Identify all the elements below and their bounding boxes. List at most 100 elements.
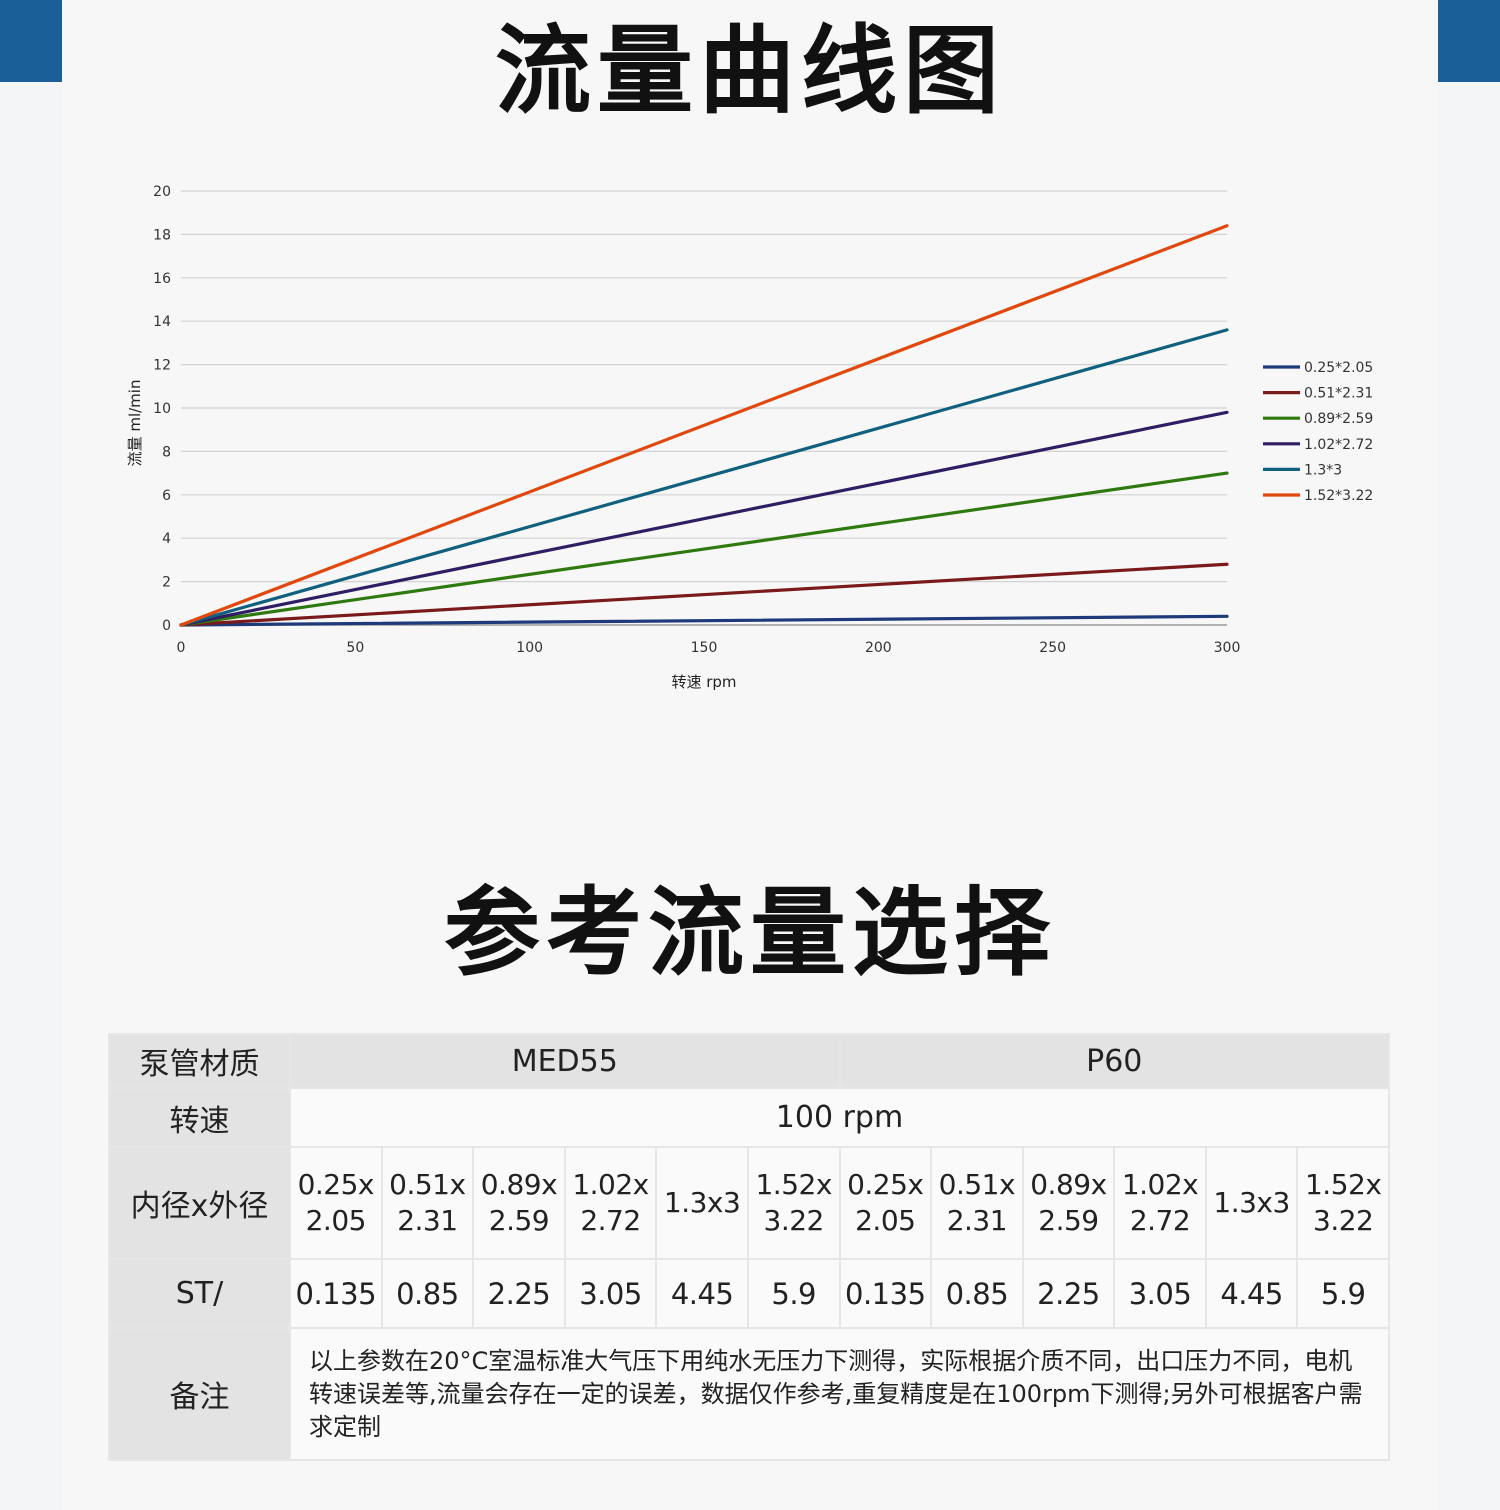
st-value-cell: 3.05: [1113, 1258, 1207, 1329]
series-line: [179, 328, 1229, 627]
dimension-outer: 2.31: [946, 1204, 1008, 1237]
series-line: [179, 562, 1229, 627]
dimension-inner: 1.52x: [1304, 1168, 1382, 1201]
left-margin: [0, 82, 62, 1510]
x-tick-label: 300: [1214, 640, 1241, 656]
st-value-cell: 2.25: [472, 1258, 566, 1329]
dimension-outer: 3.22: [763, 1204, 825, 1237]
table-row-material: 泵管材质 MED55 P60: [108, 1033, 1391, 1089]
dimension-inner: 1.3x3: [663, 1186, 741, 1219]
st-value-cell: 3.05: [563, 1258, 658, 1329]
dimension-cell: 1.52x 3.22: [1296, 1146, 1391, 1260]
table-row-speed: 转速 100 rpm: [108, 1087, 1391, 1148]
legend-label: 0.51*2.31: [1304, 386, 1373, 402]
y-tick-label: 8: [162, 444, 171, 460]
dimension-cell: 1.52x 3.22: [746, 1146, 841, 1260]
series-line: [179, 471, 1229, 627]
legend-label: 1.52*3.22: [1304, 488, 1373, 504]
dimensions-label: 内径x外径: [108, 1146, 291, 1260]
legend-label: 0.25*2.05: [1304, 360, 1373, 376]
dimension-inner: 0.89x: [480, 1168, 558, 1201]
dimension-inner: 0.51x: [938, 1168, 1016, 1201]
dimension-cell: 0.25x 2.05: [838, 1146, 933, 1260]
material-p60: P60: [838, 1033, 1391, 1089]
y-tick-label: 20: [153, 184, 171, 200]
dimension-inner: 0.51x: [389, 1168, 466, 1201]
dimension-outer: 2.31: [397, 1204, 458, 1237]
st-value-cell: 4.45: [655, 1258, 749, 1329]
speed-label: 转速: [108, 1087, 291, 1148]
table-row-st: ST/ 0.135 0.85 2.25 3.05 4.45 5.9 0.135 0.85 2.2…: [108, 1258, 1391, 1329]
st-value-cell: 0.85: [380, 1258, 475, 1329]
x-tick-label: 0: [177, 640, 186, 656]
dimension-cell: 1.3x3: [1204, 1146, 1299, 1260]
x-tick-label: 150: [691, 640, 718, 656]
y-tick-label: 6: [162, 488, 171, 504]
series-line: [179, 614, 1229, 627]
speed-value: 100 rpm: [288, 1087, 1391, 1148]
x-tick-label: 250: [1039, 640, 1066, 656]
chart-heading: 流量曲线图: [495, 15, 1005, 127]
dimension-inner: 0.89x: [1030, 1168, 1107, 1201]
table-row-note: 备注 以上参数在20°C室温标准大气压下用纯水无压力下测得，实际根据介质不同，出…: [108, 1327, 1391, 1461]
y-tick-label: 0: [162, 618, 171, 634]
st-value-cell: 5.9: [746, 1258, 841, 1329]
y-tick-label: 16: [153, 271, 171, 287]
st-value-cell: 5.9: [1296, 1258, 1391, 1329]
dimension-cell: 1.3x3: [655, 1146, 749, 1260]
material-label: 泵管材质: [108, 1033, 291, 1089]
left-blue-band: [0, 0, 62, 82]
dimension-outer: 2.59: [488, 1204, 550, 1237]
material-med55: MED55: [289, 1033, 841, 1089]
y-tick-label: 18: [153, 227, 171, 243]
dimension-outer: 2.59: [1038, 1204, 1099, 1237]
table-heading: 参考流量选择: [444, 877, 1056, 989]
legend-label: 1.3*3: [1304, 462, 1342, 478]
st-value-cell: 0.85: [930, 1258, 1024, 1329]
dimension-inner: 0.25x: [847, 1168, 924, 1201]
note-text: 以上参数在20°C室温标准大气压下用纯水无压力下测得，实际根据介质不同，出口压力…: [288, 1327, 1391, 1461]
dimension-cell: 1.02x 2.72: [1113, 1146, 1207, 1260]
dimension-cell: 0.51x 2.31: [380, 1146, 475, 1260]
dimension-inner: 1.3x3: [1213, 1186, 1290, 1219]
y-tick-label: 4: [162, 531, 171, 547]
table-row-dimensions: 内径x外径 0.25x 2.05 0.51x 2.31 0.89x 2.59 1.02x 2.…: [108, 1146, 1391, 1260]
dimension-cell: 0.89x 2.59: [1021, 1146, 1116, 1260]
st-label: ST/: [108, 1258, 291, 1329]
x-tick-label: 100: [516, 640, 543, 656]
st-value-cell: 4.45: [1204, 1258, 1299, 1329]
dimension-outer: 3.22: [1313, 1204, 1374, 1237]
legend-label: 0.89*2.59: [1304, 411, 1373, 427]
st-value-cell: 2.25: [1021, 1258, 1116, 1329]
content-panel: 流量曲线图 0 2 4 6 8 10 12 14 16 18 20 0 50 100 150 200 250 30…: [62, 0, 1438, 1510]
dimension-inner: 0.25x: [297, 1168, 375, 1201]
x-axis-title: 转速 rpm: [671, 673, 736, 691]
flow-reference-table: 泵管材质 MED55 P60 转速 100 rpm 内径x外径 0.25x 2.0…: [108, 1033, 1391, 1461]
y-tick-label: 14: [153, 314, 171, 330]
dimension-inner: 1.02x: [572, 1168, 649, 1201]
right-margin: [1438, 82, 1500, 1510]
dimension-inner: 1.52x: [755, 1168, 832, 1201]
y-axis-title: 流量 ml/min: [126, 380, 144, 467]
dimension-cell: 0.89x 2.59: [472, 1146, 566, 1260]
note-label: 备注: [108, 1327, 291, 1461]
st-value-cell: 0.135: [289, 1258, 383, 1329]
dimension-cell: 1.02x 2.72: [563, 1146, 658, 1260]
y-tick-label: 12: [153, 358, 171, 374]
dimension-outer: 2.72: [580, 1204, 641, 1237]
dimension-cell: 0.25x 2.05: [289, 1146, 383, 1260]
x-tick-label: 200: [865, 640, 892, 656]
dimension-inner: 1.02x: [1121, 1168, 1199, 1201]
legend-label: 1.02*2.72: [1304, 437, 1373, 453]
series-line: [179, 224, 1229, 627]
st-value-cell: 0.135: [838, 1258, 933, 1329]
dimension-outer: 2.05: [305, 1204, 367, 1237]
dimension-cell: 0.51x 2.31: [930, 1146, 1024, 1260]
dimension-outer: 2.05: [855, 1204, 916, 1237]
right-blue-band: [1438, 0, 1500, 82]
x-tick-label: 50: [346, 640, 364, 656]
y-tick-label: 10: [153, 401, 171, 417]
dimension-outer: 2.72: [1129, 1204, 1191, 1237]
y-tick-label: 2: [162, 575, 171, 591]
